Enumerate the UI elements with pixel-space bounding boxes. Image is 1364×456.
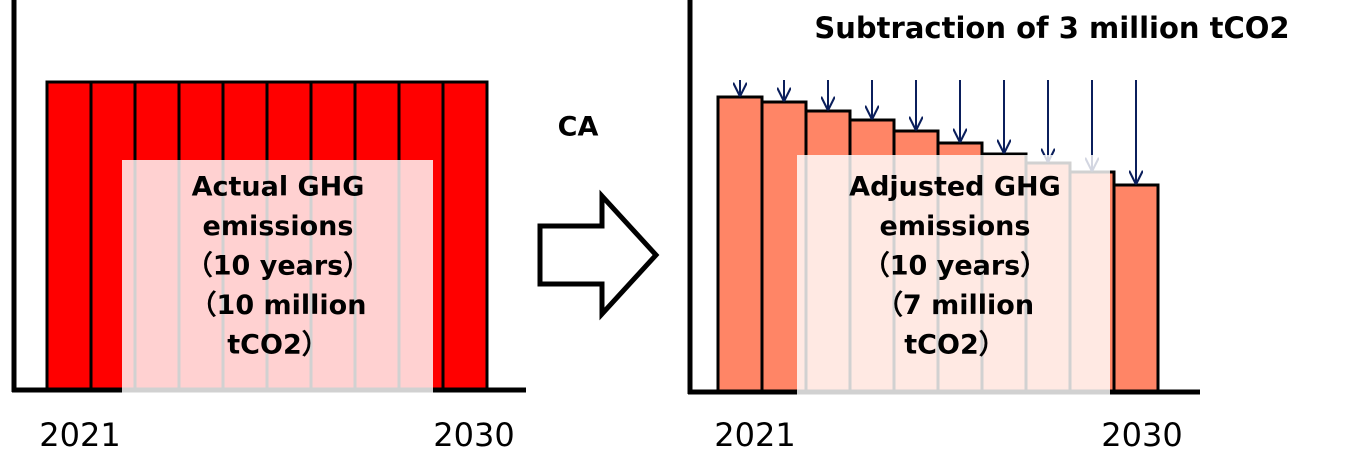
left-panel: Actual GHG emissions （10 years） （10 million… [11, 0, 526, 395]
year-label: 2030 [1101, 416, 1182, 454]
year-label: 2030 [433, 416, 514, 454]
label-box [122, 160, 433, 395]
right-panel: Adjusted GHG emissions （10 years） （7 millio… [687, 0, 1200, 395]
label-line: （7 million [876, 290, 1034, 321]
label-line: （10 years） [186, 251, 371, 282]
label-line: emissions [880, 211, 1031, 242]
right-title: Subtraction of 3 million tCO2 [814, 11, 1289, 45]
label-line: （10 years） [863, 251, 1048, 282]
label-box [797, 155, 1110, 395]
label-line: Adjusted GHG [849, 172, 1061, 203]
bar [441, 80, 489, 392]
year-label: 2021 [39, 416, 120, 454]
bar [716, 95, 764, 394]
label-line: tCO2） [227, 330, 328, 361]
bar [1112, 183, 1160, 394]
arrow [537, 189, 660, 321]
ca-label: CA [558, 112, 599, 143]
bar [45, 80, 93, 392]
label-line: emissions [203, 211, 354, 242]
year-label: 2021 [714, 416, 795, 454]
label-line: tCO2） [904, 330, 1005, 361]
label-line: Actual GHG [192, 172, 365, 203]
label-line: （10 million [190, 290, 367, 321]
